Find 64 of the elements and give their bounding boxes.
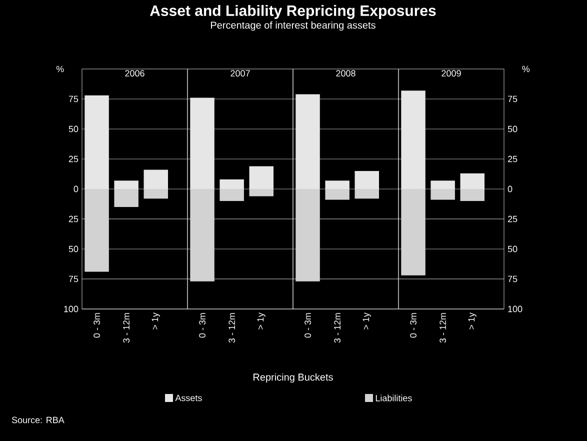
y2-tick-label: 50 [508,126,518,132]
x-tick-label: > 1y [362,312,371,330]
bar [430,180,455,189]
bar [144,188,168,199]
bar [325,180,350,189]
chart-title: 2009 [442,70,461,77]
bar [460,188,484,201]
bar [296,94,320,189]
chart-title: 2007 [230,70,250,77]
bar [249,166,274,189]
bar [460,173,484,189]
x-tick-label: 3 - 12m [334,313,341,343]
bar [114,188,138,207]
y-tick-label: 75 [68,276,78,282]
text: Percentage of interest bearing assets [210,21,376,31]
text: Asset and Liability Repricing Exposures [150,4,436,20]
x-tick-label: 0 - 3m [410,313,416,338]
y-tick-label: 75 [68,96,78,102]
legend-label: Assets [175,394,202,402]
bar [220,188,244,201]
y2-tick-label: 75 [508,96,518,102]
bar [84,188,109,272]
y2-tick-label: 75 [508,276,518,282]
bar [401,188,426,276]
x-tick-label: 0 - 3m [94,313,100,338]
y2-tick-label: 25 [508,216,518,222]
y2-tick-label: 50 [508,246,518,252]
x-tick-label: 3 - 12m [123,313,130,343]
bar [114,180,138,189]
bar [220,179,244,189]
y-tick-label: 25 [68,156,78,162]
y2-axis-title: % [522,66,530,72]
legend-label: Liabilities [376,394,412,402]
bar [430,188,455,200]
y-tick-label: 50 [68,246,78,252]
source-note: Source: RBA [12,416,64,424]
y-tick-label: 50 [68,126,78,132]
x-tick-label: > 1y [257,312,266,330]
x-tick-label: > 1y [152,312,160,330]
y2-tick-label: 25 [508,156,518,162]
bar [325,188,350,200]
bar [249,188,274,196]
bar [296,188,320,282]
bar [144,170,168,189]
x-tick-label: 3 - 12m [228,313,236,343]
y-tick-label: 0 [74,186,78,192]
bar [190,98,214,189]
bar [354,188,379,199]
text: Repricing Buckets [254,373,333,383]
chart-title: 2008 [336,70,356,77]
bar [190,188,214,282]
y-axis-title: % [56,66,64,72]
y2-tick-label: 0 [508,186,512,192]
chart-title: 2006 [125,70,144,77]
bar [354,170,379,189]
x-tick-label: 0 - 3m [199,313,206,338]
x-tick-label: 3 - 12m [440,313,446,343]
y-tick-label: 25 [68,216,78,222]
y2-tick-label: 100 [508,306,522,312]
bar [401,90,426,189]
x-tick-label: 0 - 3m [304,313,311,338]
bar [84,95,109,189]
x-tick-label: > 1y [468,312,476,330]
y-tick-label: 100 [64,306,78,312]
